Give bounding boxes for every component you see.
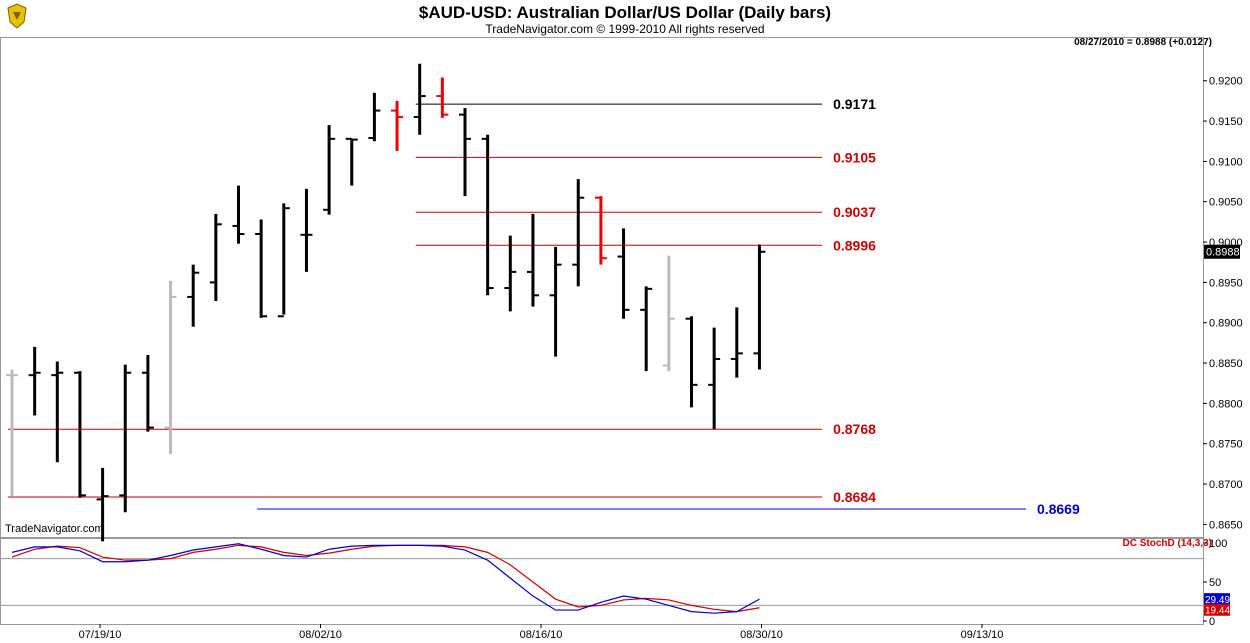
y-tick-label: 0.9100: [1209, 156, 1243, 168]
y-tick-label: 0.8850: [1209, 358, 1243, 370]
y-tick-label: 0.8700: [1209, 479, 1243, 491]
y-tick-label: 0.8900: [1209, 318, 1243, 330]
x-tick-label: 08/16/10: [520, 629, 563, 641]
level-label: 0.8684: [833, 489, 876, 505]
x-tick-label: 09/13/10: [961, 629, 1004, 641]
price-panel-frame: [0, 37, 1204, 538]
stochastic-tick-label: 0: [1209, 616, 1215, 628]
chart-title: $AUD-USD: Australian Dollar/US Dollar (D…: [418, 3, 832, 22]
stochastic-k-marker: [1204, 593, 1230, 606]
y-tick-label: 0.8750: [1209, 439, 1243, 451]
stochastic-d-line: [11, 544, 760, 613]
last-price-label: 0.8988: [1206, 247, 1240, 259]
stochastic-d-marker: [1204, 603, 1230, 616]
level-label: 0.9037: [833, 204, 876, 220]
stochastic-d-value: 19.44: [1205, 606, 1230, 617]
x-tick-label: 08/30/10: [740, 629, 783, 641]
stochastic-panel-frame: [0, 538, 1204, 625]
level-label: 0.8669: [1037, 501, 1080, 517]
watermark: TradeNavigator.com: [5, 523, 104, 535]
last-quote: 08/27/2010 = 0.8988 (+0.0127): [1074, 37, 1212, 48]
y-tick-label: 0.9150: [1209, 116, 1243, 128]
y-tick-label: 0.8950: [1209, 277, 1243, 289]
stochastic-tick-label: 100: [1209, 538, 1227, 550]
y-tick-label: 0.9200: [1209, 76, 1243, 88]
y-tick-label: 0.8650: [1209, 519, 1243, 531]
chart-subtitle: TradeNavigator.com © 1999-2010 All right…: [485, 22, 765, 36]
x-tick-label: 08/02/10: [299, 629, 342, 641]
last-price-marker: [1204, 244, 1240, 259]
y-tick-label: 0.9050: [1209, 197, 1243, 209]
x-tick-label: 07/19/10: [79, 629, 122, 641]
level-label: 0.8996: [833, 237, 876, 253]
stochastic-label: DC StochD (14,3,3): [1122, 538, 1212, 549]
level-label: 0.9105: [833, 149, 876, 165]
level-label: 0.9171: [833, 96, 876, 112]
y-tick-label: 0.8800: [1209, 398, 1243, 410]
stochastic-k-value: 29.49: [1205, 595, 1230, 606]
level-label: 0.8768: [833, 421, 876, 437]
stochastic-k-line: [11, 543, 760, 614]
stochastic-tick-label: 50: [1209, 577, 1221, 589]
trade-navigator-logo: [4, 2, 30, 30]
